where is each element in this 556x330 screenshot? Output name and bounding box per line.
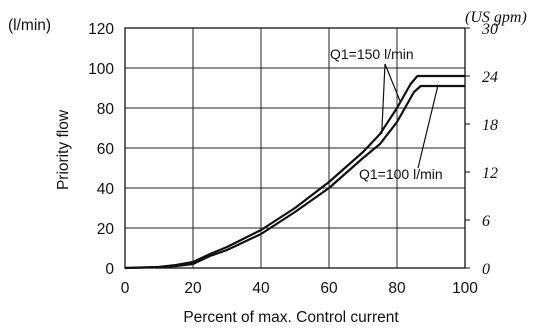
series-line-1 (124, 84, 465, 270)
y-tick-label: 40 (97, 181, 115, 198)
leader-line (384, 63, 401, 103)
y2-tick-label: 30 (481, 21, 498, 38)
y-tick-label: 100 (88, 61, 114, 78)
plot-frame (124, 27, 466, 269)
curves (124, 74, 465, 270)
y-tick-label: 60 (97, 141, 115, 158)
x-tick-label: 0 (121, 280, 130, 297)
annotation-q1-100: Q1=100 l/min (359, 166, 443, 182)
grid (125, 28, 465, 268)
x-tick-label: 40 (252, 280, 270, 297)
x-tick-label: 60 (320, 280, 338, 297)
y2-tick-label: 12 (482, 165, 498, 182)
x-axis-ticks: 0 20 40 60 80 100 (121, 280, 479, 297)
y-tick-label: 0 (105, 261, 114, 278)
right-unit-label: (US gpm) (465, 9, 527, 26)
annotations: Q1=150 l/min Q1=100 l/min (330, 46, 443, 182)
leader-line (381, 63, 386, 135)
y2-tick-label: 24 (482, 69, 498, 86)
x-tick-label: 20 (184, 280, 202, 297)
y2-tick-label: 18 (482, 117, 498, 134)
annotation-q1-150: Q1=150 l/min (330, 46, 414, 62)
y2-tick-label: 0 (482, 261, 490, 278)
y-tick-label: 80 (97, 101, 115, 118)
right-axis-ticks: 0 6 12 18 24 30 (465, 21, 498, 278)
leader-line (417, 85, 439, 169)
left-axis-ticks: 0 20 40 60 80 100 120 (88, 21, 114, 278)
x-axis-title: Percent of max. Control current (183, 309, 399, 326)
left-unit-label: (l/min) (8, 17, 51, 34)
y2-tick-label: 6 (482, 213, 490, 230)
x-tick-label: 100 (452, 280, 478, 297)
y-tick-label: 20 (97, 221, 115, 238)
series-line-0 (124, 74, 465, 270)
y-tick-label: 120 (88, 21, 114, 38)
x-tick-label: 80 (388, 280, 406, 297)
y-axis-title: Priority flow (55, 109, 72, 190)
